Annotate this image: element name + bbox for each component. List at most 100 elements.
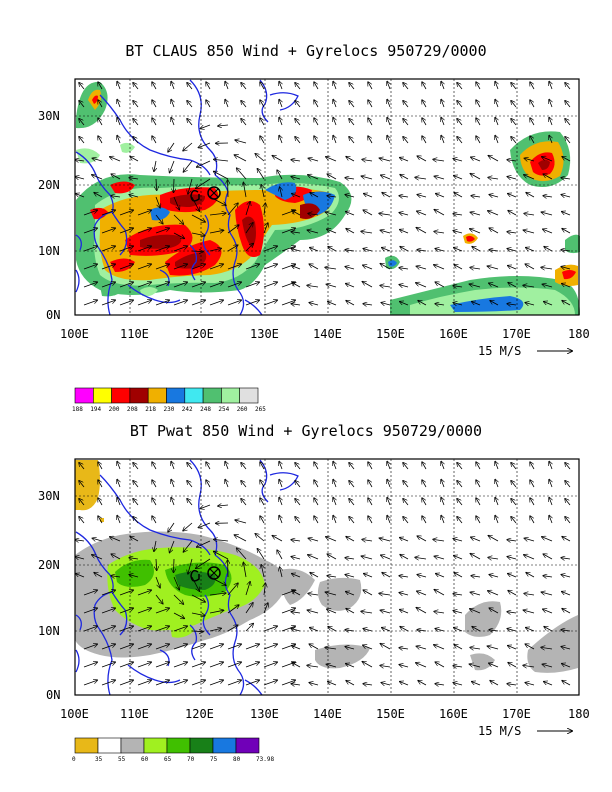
wind-arrow-1 xyxy=(346,284,355,288)
wind-arrow-1 xyxy=(525,264,535,270)
wind-arrow-1 xyxy=(75,160,85,161)
wind-arrow-1 xyxy=(227,282,241,288)
wind-arrow-1 xyxy=(137,282,151,288)
wind-arrow-2 xyxy=(362,662,373,668)
claus-cloud-fill xyxy=(76,81,580,315)
wind-arrow-2 xyxy=(245,582,250,596)
wind-arrow-2 xyxy=(292,591,301,596)
colorbar-1: 188 194 200 208 218 230 242 248 254 260 265 xyxy=(72,387,266,413)
wind-arrow-1 xyxy=(508,194,517,198)
wind-arrow-2 xyxy=(292,663,301,668)
wind-arrow-1 xyxy=(137,246,151,252)
colorbar-1-label: 208 xyxy=(127,406,138,413)
wind-arrow-1 xyxy=(101,282,115,288)
wind-arrow-2 xyxy=(154,540,156,551)
wind-arrow-1 xyxy=(562,284,571,288)
wind-arrow-1 xyxy=(94,193,103,198)
colorbar-1-swatch xyxy=(93,387,112,404)
wind-arrow-1 xyxy=(562,157,571,162)
wind-arrow-2 xyxy=(434,556,445,559)
wind-arrow-1 xyxy=(309,303,319,305)
wind-arrow-1 xyxy=(279,100,282,108)
wind-arrow-2 xyxy=(155,608,169,614)
wind-arrow-2 xyxy=(173,576,179,590)
wind-arrow-1 xyxy=(549,118,552,126)
wind-arrow-1 xyxy=(361,231,373,233)
wind-arrow-1 xyxy=(98,82,103,90)
wind-arrow-2 xyxy=(543,576,553,577)
wind-arrow-1 xyxy=(309,264,319,270)
wind-arrow-1 xyxy=(507,304,517,305)
wind-arrow-1 xyxy=(209,282,223,288)
wind-arrow-1 xyxy=(295,119,301,126)
wind-arrow-1 xyxy=(206,100,211,108)
xlabel-1-170e: 170E xyxy=(502,327,531,341)
wind-arrow-1 xyxy=(83,300,97,306)
wind-arrow-2 xyxy=(198,522,211,528)
colorbar-1-swatch xyxy=(129,387,149,404)
wind-arrow-2 xyxy=(544,627,553,632)
wind-arrow-1 xyxy=(292,266,301,270)
wind-arrow-1 xyxy=(349,83,355,90)
wind-arrow-2 xyxy=(476,480,481,488)
wind-arrow-2 xyxy=(471,537,481,542)
wind-arrow-2 xyxy=(508,591,517,596)
wind-arrow-2 xyxy=(346,592,355,596)
colorbar-2-label: 60 xyxy=(141,756,149,763)
wind-arrow-1 xyxy=(434,232,445,234)
wind-arrow-1 xyxy=(542,157,553,162)
wind-arrow-2 xyxy=(400,610,409,614)
wind-arrow-1 xyxy=(476,100,481,108)
wind-arrow-2 xyxy=(119,680,133,686)
colorbar-1-label: 188 xyxy=(72,406,83,413)
wind-arrow-1 xyxy=(403,119,409,126)
wind-arrow-2 xyxy=(435,662,445,668)
wind-arrow-2 xyxy=(279,498,282,506)
wind-arrow-2 xyxy=(454,645,463,650)
wind-arrow-2 xyxy=(83,680,97,686)
panel-2-title: BT Pwat 850 Wind + Gyrelocs 950729/0000 xyxy=(129,422,483,440)
wind-arrow-1 xyxy=(188,178,193,194)
wind-arrow-2 xyxy=(400,538,409,542)
wind-arrow-1 xyxy=(380,264,391,270)
wind-arrow-1 xyxy=(170,160,175,173)
colorbar-1-swatch xyxy=(184,387,204,404)
wind-arrow-1 xyxy=(399,285,409,287)
wind-arrow-2 xyxy=(255,534,265,542)
colorbar-2-swatch xyxy=(120,737,145,754)
wind-arrow-2 xyxy=(119,644,133,650)
wind-arrow-2 xyxy=(403,517,409,524)
wind-arrow-2 xyxy=(511,481,517,488)
wind-arrow-2 xyxy=(543,554,553,560)
wind-arrow-1 xyxy=(92,158,103,161)
wind-arrow-1 xyxy=(263,246,277,252)
gyre-markers-1 xyxy=(190,186,221,202)
wind-arrow-2 xyxy=(526,628,535,632)
wind-arrow-2 xyxy=(241,499,247,506)
wind-arrow-1 xyxy=(183,142,193,151)
wind-arrow-2 xyxy=(191,631,203,632)
wind-arrow-2 xyxy=(295,463,301,470)
colorbar-1-swatch xyxy=(202,387,222,404)
wind-arrow-2 xyxy=(291,612,301,613)
wind-arrow-1 xyxy=(209,300,223,306)
wind-arrow-2 xyxy=(241,481,247,488)
wind-arrow-1 xyxy=(173,214,183,224)
wind-arrow-1 xyxy=(434,176,445,179)
wind-arrow-2 xyxy=(130,537,139,542)
wind-arrow-2 xyxy=(234,535,247,542)
wind-arrow-2 xyxy=(79,463,85,470)
wind-arrow-2 xyxy=(94,573,103,578)
wind-arrow-2 xyxy=(346,609,355,614)
colorbar-1-swatch xyxy=(147,387,167,404)
panel-1-title: BT CLAUS 850 Wind + Gyrelocs 950729/0000 xyxy=(125,42,487,60)
wind-arrow-1 xyxy=(209,230,224,233)
wind-arrow-1 xyxy=(260,100,265,108)
wind-vectors-2 xyxy=(75,462,571,686)
wind-arrow-1 xyxy=(83,264,97,270)
wind-arrow-1 xyxy=(227,300,241,306)
wind-arrow-2 xyxy=(155,594,163,604)
wind-arrow-1 xyxy=(314,118,319,126)
wind-arrow-1 xyxy=(245,264,259,270)
wind-arrow-1 xyxy=(155,300,169,306)
